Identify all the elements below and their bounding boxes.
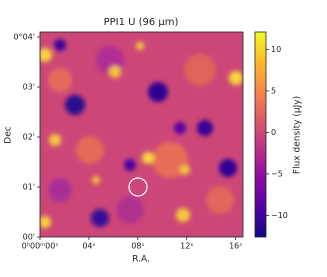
x-tick-label: 0ʰ00ᵐ00ˢ bbox=[22, 242, 59, 251]
colorbar bbox=[254, 31, 267, 238]
x-tick-label: 08ˢ bbox=[131, 242, 144, 251]
colorbar-tick-label: −5 bbox=[271, 169, 283, 178]
y-tick-label: 02' bbox=[23, 133, 35, 142]
colorbar-label: Flux density (μJy) bbox=[293, 96, 303, 174]
x-tick-label: 04ˢ bbox=[82, 242, 95, 251]
target-circle bbox=[128, 177, 148, 197]
colorbar-tick-label: 0 bbox=[271, 128, 276, 137]
x-tick-label: 16ˢ bbox=[229, 242, 242, 251]
y-tick-label: 0°04' bbox=[14, 33, 35, 42]
y-tick-label: 01' bbox=[23, 183, 35, 192]
x-axis-label: R.A. bbox=[132, 255, 150, 265]
y-axis-label: Dec bbox=[4, 126, 14, 143]
colorbar-tick-label: −10 bbox=[271, 211, 288, 220]
chart-title: PPI1 U (96 μm) bbox=[104, 17, 179, 28]
y-tick-label: 03' bbox=[23, 83, 35, 92]
y-tick-label: 00' bbox=[23, 233, 35, 242]
colorbar-tick-label: 10 bbox=[271, 45, 281, 54]
x-tick-label: 12ˢ bbox=[180, 242, 193, 251]
colorbar-tick-label: 5 bbox=[271, 86, 276, 95]
sky-image bbox=[40, 32, 243, 237]
plot-frame bbox=[39, 31, 244, 238]
